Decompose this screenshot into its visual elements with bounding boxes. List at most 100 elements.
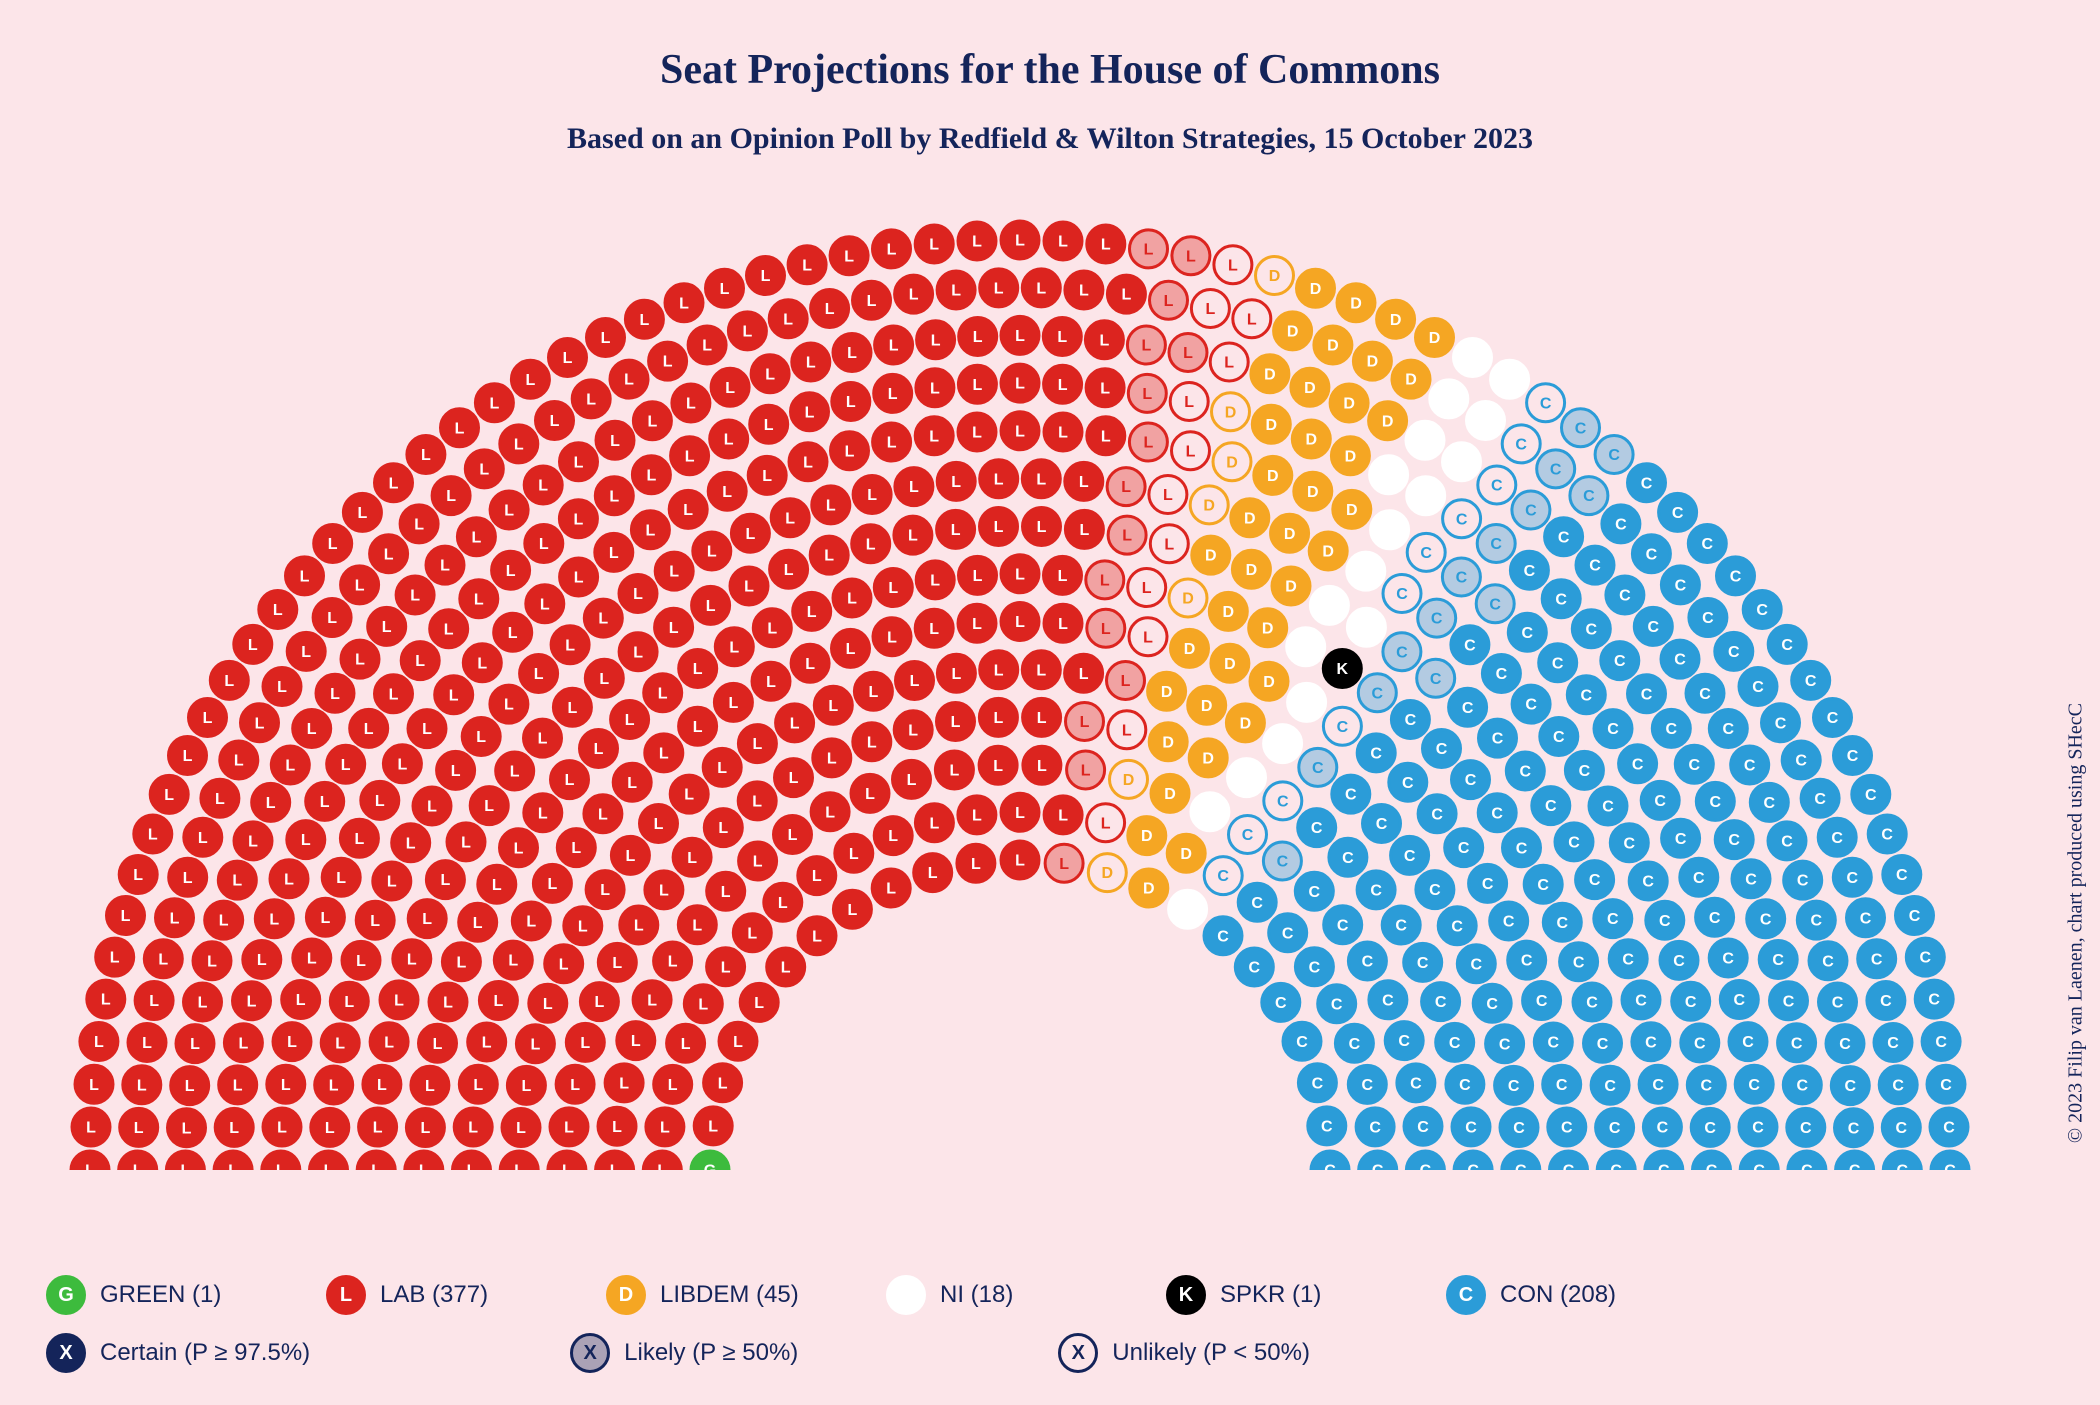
seat-label: D — [1382, 413, 1394, 430]
seat-label: L — [660, 1120, 670, 1137]
seat-label: L — [805, 656, 815, 673]
seat-label: L — [1122, 722, 1132, 739]
seat — [1310, 586, 1348, 624]
seat-label: C — [1845, 1078, 1857, 1095]
seat-label: L — [869, 684, 879, 701]
seat-label: L — [449, 687, 459, 704]
seat-label: L — [684, 787, 694, 804]
seat-label: C — [1781, 637, 1793, 654]
seat-label: C — [1728, 644, 1740, 661]
seat-label: L — [301, 832, 311, 849]
seat-label: L — [248, 637, 258, 654]
seat-label: C — [1575, 420, 1587, 437]
seat-label: C — [1675, 831, 1687, 848]
seat-label: C — [1372, 685, 1384, 702]
seat-label: L — [889, 338, 899, 355]
seat — [1371, 511, 1409, 549]
seat-label: L — [627, 775, 637, 792]
seat-label: C — [1654, 793, 1666, 810]
seat-label: D — [1180, 846, 1192, 863]
seat-label: C — [1522, 625, 1534, 642]
seat-label: L — [564, 1120, 574, 1137]
legend-parties-row: GGREEN (1)LLAB (377)DLIBDEM (45)NI (18)K… — [46, 1275, 2020, 1315]
seat-label: C — [1458, 840, 1470, 857]
seat-label: L — [744, 579, 754, 596]
seat-label: C — [1632, 756, 1644, 773]
seat-label: L — [373, 1120, 383, 1137]
seat-label: C — [1395, 918, 1407, 935]
seat-label: C — [1561, 1120, 1573, 1137]
seat-label: D — [1285, 579, 1297, 596]
seat-label: L — [1228, 257, 1238, 274]
seat-label: L — [1206, 301, 1216, 318]
seat-label: L — [287, 1034, 297, 1051]
seat-label: L — [599, 671, 609, 688]
seat-label: L — [410, 588, 420, 605]
seat-label: L — [994, 662, 1004, 679]
seat-label: L — [508, 625, 518, 642]
seat-label: C — [1489, 596, 1501, 613]
seat-label: L — [276, 1163, 286, 1170]
seat-label: L — [595, 994, 605, 1011]
legend-prob-label: Certain (P ≥ 97.5%) — [100, 1339, 310, 1367]
seat-label: C — [1795, 753, 1807, 770]
seat-label: L — [539, 536, 549, 553]
seat-label: L — [467, 1163, 477, 1170]
seat-label: L — [973, 377, 983, 394]
seat-label: C — [1405, 712, 1417, 729]
seat-label: C — [1369, 1120, 1381, 1137]
seat-label: L — [909, 479, 919, 496]
seat-label: L — [356, 953, 366, 970]
legend-label: GREEN (1) — [100, 1281, 221, 1309]
prob-swatch-certain: X — [46, 1333, 86, 1373]
seat-label: L — [364, 721, 374, 738]
seat-label: L — [1121, 479, 1131, 496]
seat-label: L — [722, 484, 732, 501]
seat-label: L — [472, 529, 482, 546]
seat-label: L — [148, 827, 158, 844]
seat-label: C — [1337, 719, 1349, 736]
seat-label: C — [1525, 697, 1537, 714]
seat-label: L — [325, 1120, 335, 1137]
seat-label: L — [455, 420, 465, 437]
seat-label: D — [1390, 312, 1402, 329]
seat-label: L — [972, 425, 982, 442]
seat-label: C — [1672, 505, 1684, 522]
seat-label: C — [1492, 731, 1504, 748]
seat-label: L — [137, 1077, 147, 1094]
seat-label: L — [239, 1035, 249, 1052]
seat-label: L — [887, 629, 897, 646]
seat-label: C — [1760, 911, 1772, 928]
seat-label: L — [425, 1078, 435, 1095]
seat-label: C — [1456, 570, 1468, 587]
seat-label: L — [433, 1036, 443, 1053]
seat-label: L — [506, 563, 516, 580]
seat-label: L — [929, 428, 939, 445]
seat-label: C — [1940, 1077, 1952, 1094]
seat-label: L — [685, 448, 695, 465]
seat-label: D — [1246, 562, 1258, 579]
seat-label: L — [825, 301, 835, 318]
seat-label: L — [389, 475, 399, 492]
seat-label: C — [1589, 558, 1601, 575]
seat-label: L — [668, 1077, 678, 1094]
seat-label: L — [492, 877, 502, 894]
seat-label: L — [753, 736, 763, 753]
seat-label: D — [1162, 734, 1174, 751]
seat-label: L — [341, 757, 351, 774]
seat-label: L — [559, 956, 569, 973]
seat-label: C — [1550, 462, 1562, 479]
seat-label: L — [320, 794, 330, 811]
seat-label: L — [534, 666, 544, 683]
seat-label: L — [504, 697, 514, 714]
seat-label: L — [1122, 528, 1132, 545]
seat-label: L — [612, 955, 622, 972]
seat-label: L — [624, 372, 634, 389]
seat-label: L — [1036, 471, 1046, 488]
seat-label: L — [789, 770, 799, 787]
seat-label: L — [633, 586, 643, 603]
seat-label: C — [1436, 741, 1448, 758]
seat-label: C — [1744, 758, 1756, 775]
seat-label: L — [1058, 377, 1068, 394]
seat-label: L — [468, 1120, 478, 1137]
